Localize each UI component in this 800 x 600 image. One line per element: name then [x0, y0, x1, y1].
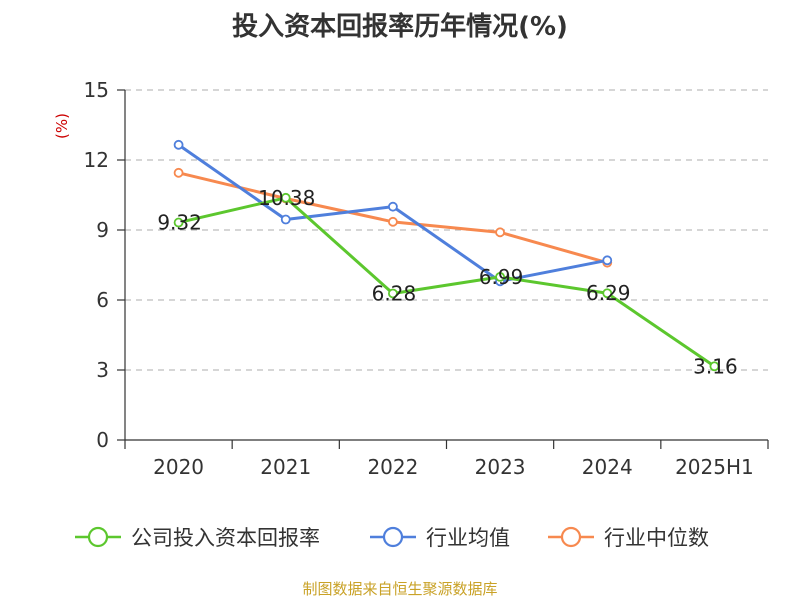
- axes: 0 3 6 9 12 15 (%) 2020 2021 2022 2023 2024 2025H1: [53, 78, 769, 479]
- series-line: [177, 143, 608, 283]
- x-tick-label: 2024: [582, 455, 633, 479]
- data-label: 6.29: [586, 281, 631, 305]
- series-lines: [173, 139, 720, 372]
- source-note: 制图数据来自恒生聚源数据库: [302, 580, 498, 598]
- y-unit-label: (%): [53, 113, 71, 139]
- gridlines: [125, 89, 768, 371]
- legend-marker: [382, 526, 404, 548]
- data-point: [173, 217, 184, 228]
- data-point: [602, 288, 613, 299]
- data-point: [495, 227, 505, 238]
- x-tick-label: 2023: [475, 455, 526, 479]
- data-label: 3.16: [693, 354, 738, 378]
- data-point: [388, 288, 398, 299]
- data-point: [173, 167, 184, 178]
- data-labels: 9.32 10.38 6.28 6.99 6.29 3.16: [157, 186, 737, 378]
- x-tick-label: 2025H1: [675, 455, 754, 479]
- data-point: [709, 361, 720, 372]
- legend: 公司投入资本回报率 行业均值 行业中位数: [75, 526, 709, 550]
- legend-marker: [560, 526, 582, 548]
- data-point: [602, 255, 613, 266]
- data-label: 10.38: [258, 186, 315, 210]
- legend-label: 行业均值: [426, 526, 510, 550]
- series-line: [178, 196, 716, 368]
- data-label: 6.99: [479, 265, 524, 289]
- data-point: [280, 192, 291, 203]
- data-point: [495, 271, 505, 282]
- data-point: [173, 139, 184, 150]
- x-tick-label: 2021: [260, 455, 311, 479]
- legend-label: 行业中位数: [604, 526, 709, 550]
- x-tick-label: 2020: [153, 455, 204, 479]
- legend-label: 公司投入资本回报率: [131, 526, 320, 550]
- data-point: [388, 201, 398, 212]
- y-tick-label: 9: [96, 218, 109, 242]
- y-tick-label: 6: [96, 288, 109, 312]
- y-tick-label: 12: [84, 148, 109, 172]
- chart-title: 投入资本回报率历年情况(%): [232, 12, 568, 42]
- data-point: [280, 214, 291, 225]
- y-tick-label: 15: [84, 78, 109, 102]
- data-point: [388, 216, 398, 227]
- data-label: 9.32: [157, 211, 202, 235]
- data-label: 6.28: [372, 281, 417, 305]
- x-tick-label: 2022: [367, 455, 418, 479]
- legend-marker: [87, 526, 109, 548]
- y-tick-label: 0: [96, 428, 109, 452]
- y-tick-label: 3: [96, 358, 109, 382]
